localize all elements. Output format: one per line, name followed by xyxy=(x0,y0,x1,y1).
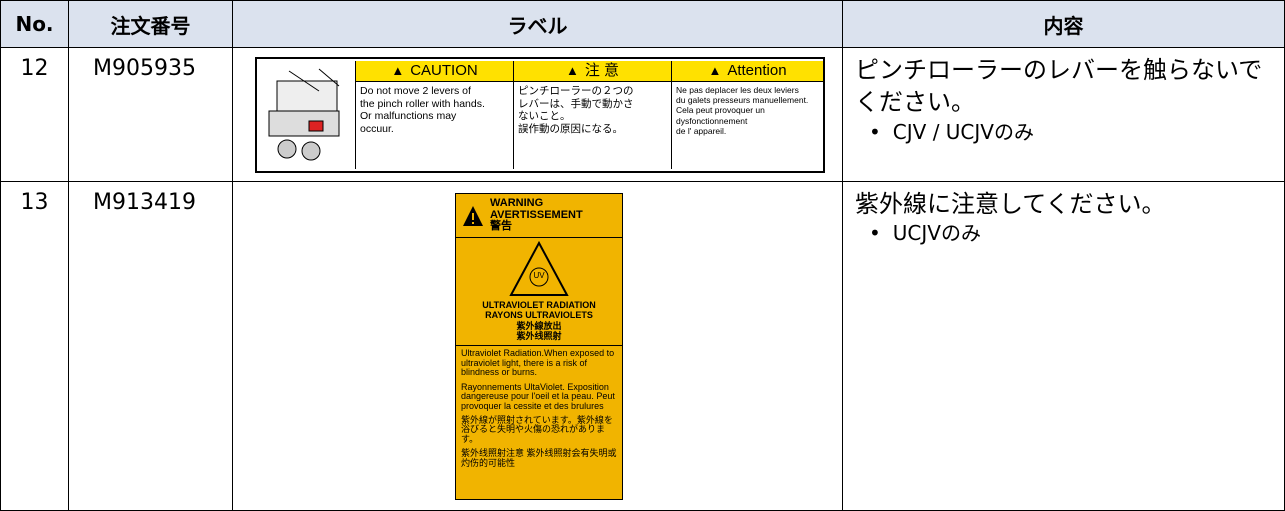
content-text: 紫外線に注意してください。 xyxy=(855,190,1166,218)
no-cell: 12 xyxy=(0,47,69,182)
content-text: ピンチローラーのレバーを触らないでください。 xyxy=(855,56,1263,117)
uv-icon-text: UV xyxy=(533,271,545,280)
panel-line: du galets presseurs manuellement. xyxy=(676,95,809,106)
label-heading: 警告 xyxy=(490,220,512,233)
panel-body: ピンチローラーの２つの レバーは、手動で動かさ ないこと。 誤作動の原因になる。 xyxy=(514,82,671,138)
panel-heading: 注 意 xyxy=(514,61,671,82)
panel-body: Do not move 2 levers of the pinch roller … xyxy=(356,82,513,138)
panel-line: Do not move 2 levers of xyxy=(360,85,471,97)
label-heading: WARNING xyxy=(490,197,544,210)
panel-line: ピンチローラーの２つの xyxy=(518,85,634,97)
label-title: ULTRAVIOLET RADIATION xyxy=(482,300,596,310)
panel-body: Ne pas deplacer les deux leviers du galet… xyxy=(672,82,823,139)
panel-line: occuur. xyxy=(360,122,394,135)
panel-line: Or malfunctions may xyxy=(360,110,457,123)
warning-icon xyxy=(463,205,483,226)
header-cell: No. xyxy=(0,0,69,48)
panel-line: ないこと。 xyxy=(518,110,571,123)
panel-line: de l' appareil. xyxy=(676,125,727,136)
panel-heading: Attention xyxy=(672,61,823,82)
order-cell: M905935 xyxy=(68,47,233,182)
content-note: UCJVのみ xyxy=(869,220,1274,247)
uv-icon xyxy=(509,241,569,296)
no-cell: 13 xyxy=(0,181,69,511)
label-title: 紫外线照射 xyxy=(516,331,562,342)
label-paragraph: 紫外线照射注意 紫外线照射会有失明或灼伤的可能性 xyxy=(461,448,617,468)
label-paragraph: 紫外線が照射されています。紫外線を浴びると失明や火傷の恐れがあります。 xyxy=(461,415,613,444)
panel-line: レバーは、手動で動かさ xyxy=(518,97,634,110)
uv-warning-label: WARNING AVERTISSEMENT 警告 UV ULTRAVIOLET RA… xyxy=(455,193,623,500)
header-cell: 内容 xyxy=(842,0,1285,48)
label-title: 紫外線放出 xyxy=(516,320,562,331)
header-cell: 注文番号 xyxy=(68,0,233,48)
panel-line: Ne pas deplacer les deux leviers xyxy=(676,85,799,95)
content-cell: ピンチローラーのレバーを触らないでください。 CJV / UCJVのみ xyxy=(842,47,1285,182)
panel-line: the pinch roller with hands. xyxy=(360,97,485,110)
label-title: RAYONS ULTRAVIOLETS xyxy=(485,310,593,321)
panel-line: Cela peut provoquer un dysfonctionnement xyxy=(676,105,765,126)
order-cell: M913419 xyxy=(68,181,233,511)
content-note: CJV / UCJVのみ xyxy=(869,119,1274,146)
panel-line: 誤作動の原因になる。 xyxy=(518,122,623,135)
content-cell: 紫外線に注意してください。 UCJVのみ xyxy=(842,181,1285,511)
header-cell: ラベル xyxy=(232,0,843,48)
label-heading: AVERTISSEMENT xyxy=(490,208,583,221)
label-paragraph: Rayonnements UltaViolet. Exposition dang… xyxy=(461,381,615,411)
machine-drawing xyxy=(268,68,340,161)
panel-heading: CAUTION xyxy=(356,61,513,82)
label-paragraph: Ultraviolet Radiation.When exposed to ul… xyxy=(461,348,615,378)
